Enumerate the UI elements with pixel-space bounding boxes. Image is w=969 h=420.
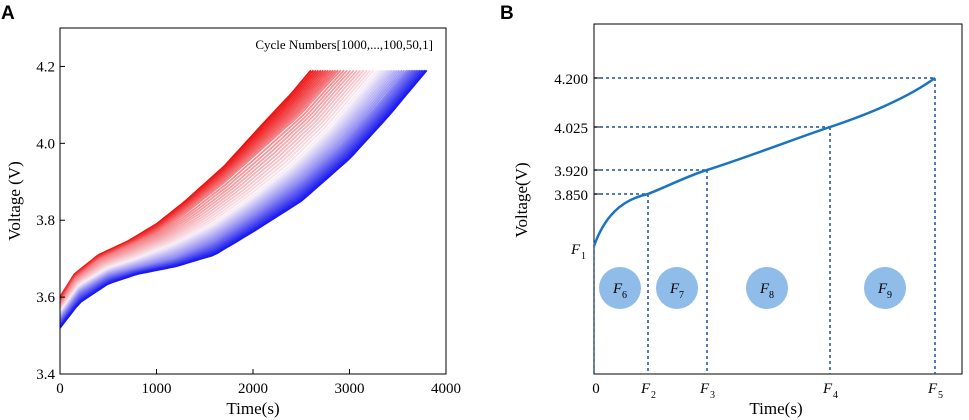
svg-text:F: F [570,242,581,258]
ytick-label: 4.0 [36,136,55,152]
cycle-numbers-annotation: Cycle Numbers[1000,...,100,50,1] [255,37,433,52]
svg-text:3: 3 [710,390,715,401]
svg-text:F: F [759,281,770,297]
svg-text:F: F [612,281,623,297]
panel-b-guide-lines [593,77,936,374]
xtick-label: 4000 [431,381,461,397]
cycle-curve [60,69,345,307]
svg-text:5: 5 [938,390,943,401]
xtick-f3: F 3 [699,381,715,401]
svg-text:2: 2 [651,390,656,401]
ytick-4025: 4.025 [554,121,588,137]
panel-b-letter: B [500,3,514,24]
panel-b-x-ticks: 0 F 2 F 3 F 4 F 5 [592,381,943,401]
xtick-f2: F 2 [640,381,656,401]
ytick-3920: 3.920 [554,164,588,180]
cycle-curve [60,69,365,310]
svg-text:F: F [877,281,888,297]
ytick-label: 3.4 [36,367,55,383]
svg-text:1: 1 [581,251,586,262]
region-f6: F 6 [599,267,641,309]
panel-b-y-ticks: 4.200 4.025 3.920 3.850 [554,72,600,204]
panel-a-letter: A [1,3,15,24]
cycle-curve [60,69,368,311]
xtick-f4: F 4 [822,381,838,401]
panel-b-frame [593,23,963,375]
panel-a-xlabel: Time(s) [226,399,279,418]
panel-a-ylabel: Voltage (V) [5,161,24,240]
ytick-label: 3.8 [36,213,55,229]
cycle-curve [60,69,342,306]
svg-text:6: 6 [622,290,627,301]
start-label-f1: F 1 [570,242,586,262]
cycle-curve [60,69,358,309]
cycle-curve [60,69,362,310]
cycle-curve [60,69,352,308]
svg-text:F: F [669,281,680,297]
svg-text:F: F [640,381,651,397]
cycle-curve [60,69,428,329]
svg-text:F: F [699,381,710,397]
svg-text:9: 9 [887,290,892,301]
region-f8: F 8 [746,267,788,309]
panel-b-xlabel: Time(s) [749,399,802,418]
cycle-curve [60,69,371,312]
xtick-label: 2000 [238,381,268,397]
charging-curve [592,76,936,247]
ytick-label: 4.2 [36,59,55,75]
xtick-label: 1000 [142,381,172,397]
xtick-label: 0 [56,381,64,397]
svg-text:4: 4 [833,390,838,401]
xtick-f5: F 5 [927,381,943,401]
ytick-4200: 4.200 [554,72,588,88]
panel-a-curves [60,69,428,329]
region-bubbles: F 6 F 7 F 8 F 9 [599,267,906,309]
xtick-label: 3000 [335,381,365,397]
cycle-curve [60,69,375,313]
cycle-curve [60,69,355,309]
panel-b-ylabel: Voltage(V) [512,162,531,237]
svg-text:8: 8 [769,290,774,301]
region-f9: F 9 [864,267,906,309]
svg-text:7: 7 [679,290,684,301]
svg-text:F: F [822,381,833,397]
svg-text:F: F [927,381,938,397]
cycle-curve [60,69,348,307]
region-f7: F 7 [656,267,698,309]
xtick-origin: 0 [592,381,600,397]
ytick-3850: 3.850 [554,188,588,204]
ytick-label: 3.6 [36,290,55,306]
panel-a-axes: 0 1000 2000 3000 4000 3.4 3.6 3.8 4.0 4.2 [36,59,461,397]
